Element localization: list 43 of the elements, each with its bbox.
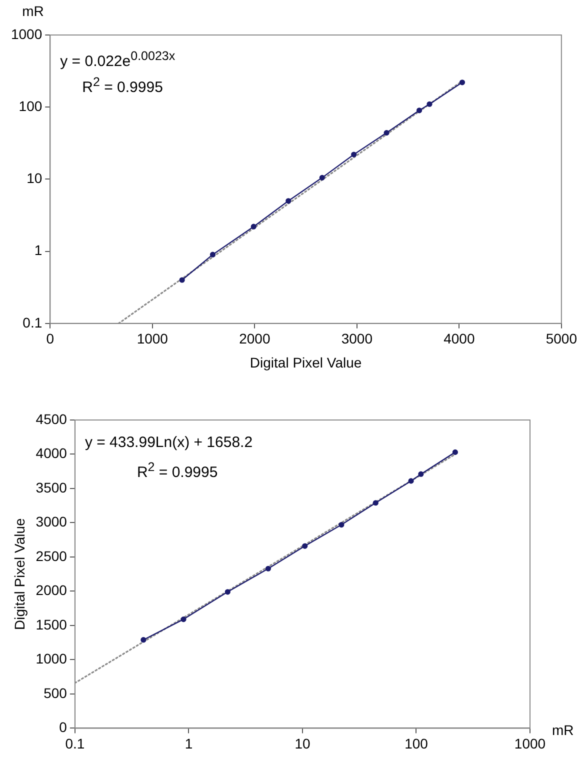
y-tick-label: 3000	[36, 514, 68, 530]
y-tick-label: 0.1	[22, 314, 42, 330]
annotation: R$^{2}$ = 0.9995	[136, 460, 218, 481]
point	[286, 198, 292, 204]
y-tick-label: 1500	[36, 616, 68, 632]
y-tick-label: 2000	[36, 582, 68, 598]
annotation: y = 433.99Ln(x) + 1658.2	[84, 434, 253, 451]
point	[416, 108, 422, 114]
point	[426, 101, 432, 107]
y-tick-label: 1	[34, 242, 42, 258]
point	[384, 130, 390, 136]
y-tick-label: 4500	[36, 410, 68, 427]
point	[459, 80, 466, 86]
y-tick-label: 100	[18, 98, 42, 114]
y-axis-title: mR	[22, 3, 44, 19]
x-tick-label: 100	[404, 735, 428, 752]
y-tick-label: 500	[44, 684, 68, 701]
x-tick-label: 1	[184, 735, 193, 752]
y-tick-label: 4000	[36, 445, 68, 462]
point	[210, 252, 216, 258]
x-tick-label: 3000	[341, 330, 373, 347]
annotation: R$^{2}$ = 0.9995	[82, 75, 163, 96]
x-axis-title: mR	[552, 722, 574, 738]
x-tick-label: 10	[294, 735, 310, 752]
point	[351, 152, 357, 158]
y-axis-title: Digital Pixel Value	[11, 518, 28, 630]
y-tick-label: 0	[59, 719, 68, 736]
x-tick-label: 5000	[546, 330, 578, 347]
y-tick-label: 10	[26, 170, 42, 186]
x-tick-label: 1000	[514, 735, 546, 752]
y-tick-label: 1000	[10, 26, 42, 42]
x-tick-label: 4000	[444, 330, 475, 347]
point	[250, 224, 256, 230]
point	[319, 174, 325, 180]
y-tick-label: 3500	[36, 479, 68, 496]
y-tick-label: 1000	[36, 650, 68, 667]
x-tick-label: 0.1	[65, 735, 85, 752]
x-tick-label: 1000	[136, 330, 168, 347]
point	[179, 277, 185, 283]
x-axis-title: Digital Pixel Value	[250, 354, 362, 370]
x-tick-label: 2000	[239, 330, 270, 347]
y-tick-label: 2500	[36, 548, 68, 564]
annotation: y = 0.022e$^{0.0023x}$	[60, 49, 176, 70]
